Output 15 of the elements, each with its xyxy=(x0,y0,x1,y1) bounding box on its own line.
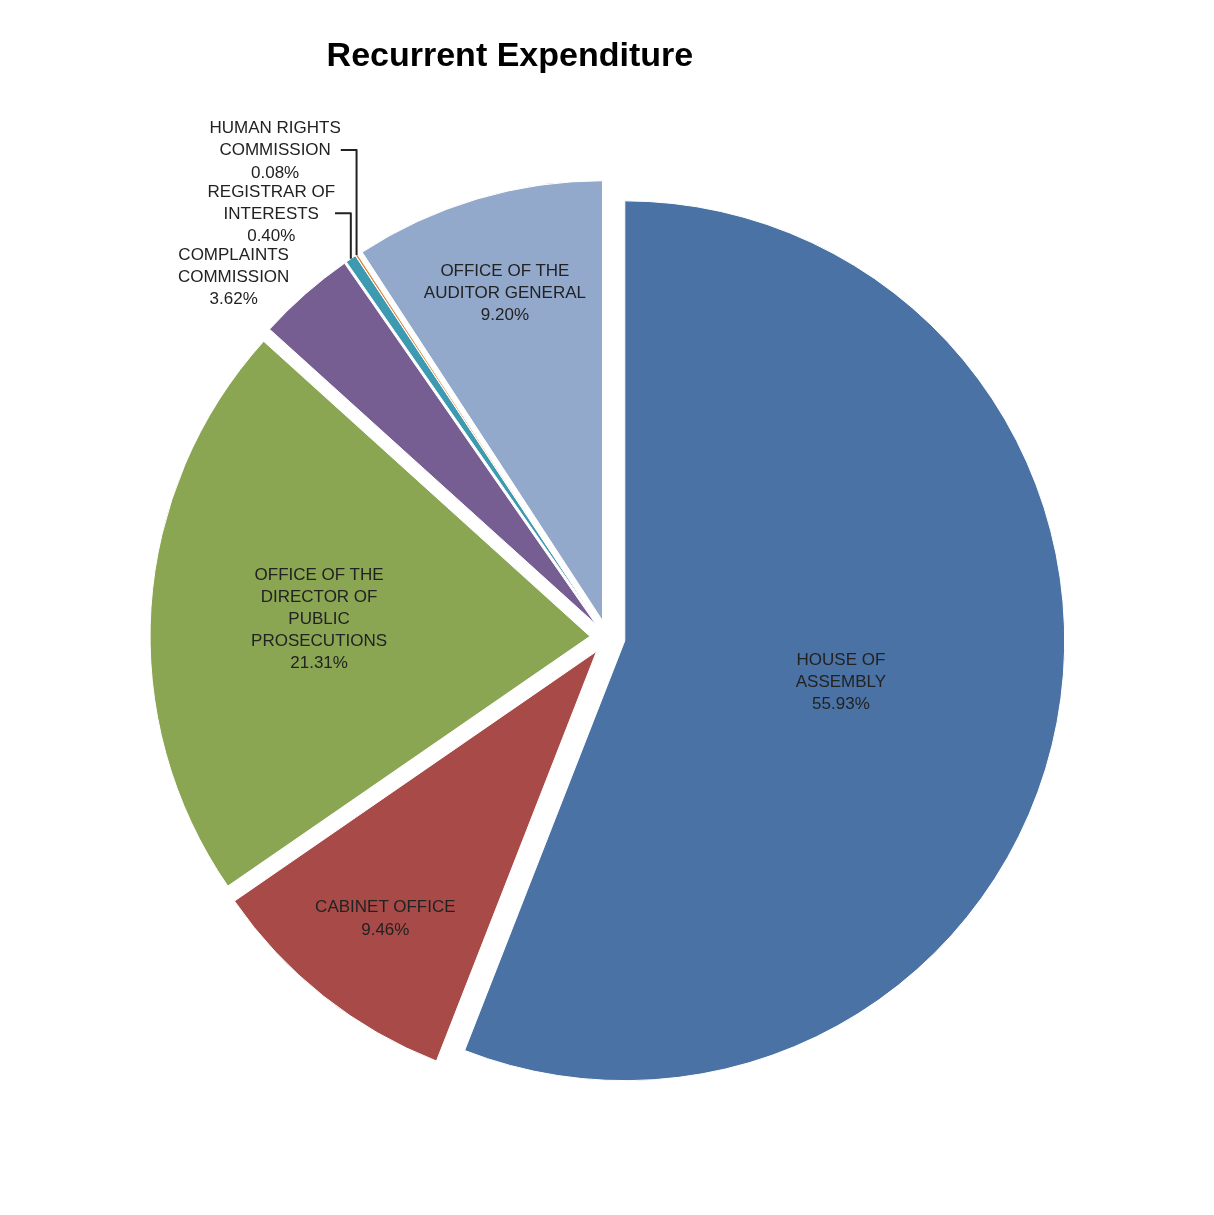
slice-label: COMPLAINTS COMMISSION xyxy=(177,244,290,286)
data-label: 9.46% xyxy=(361,919,410,939)
chart-title: Recurrent Expenditure xyxy=(326,35,694,74)
data-label: 0.08% xyxy=(251,162,300,182)
data-label: 21.31% xyxy=(290,653,348,673)
slice-label: OFFICE OF THE AUDITOR GENERAL xyxy=(423,260,586,302)
data-label: 0.40% xyxy=(247,225,296,245)
data-label: 55.93% xyxy=(812,694,870,714)
data-label: 9.20% xyxy=(480,305,530,325)
data-label: 3.62% xyxy=(209,288,258,308)
slice-label: REGISTRAR OF INTERESTS xyxy=(207,181,336,223)
slice-label: OFFICE OF THE DIRECTOR OF PUBLIC PROSECUTIONS xyxy=(251,564,388,651)
slice-label: CABINET OFFICE xyxy=(315,897,456,917)
slice-label: HOUSE OF ASSEMBLY xyxy=(795,649,887,691)
slice-label: HUMAN RIGHTS COMMISSION xyxy=(209,118,341,160)
